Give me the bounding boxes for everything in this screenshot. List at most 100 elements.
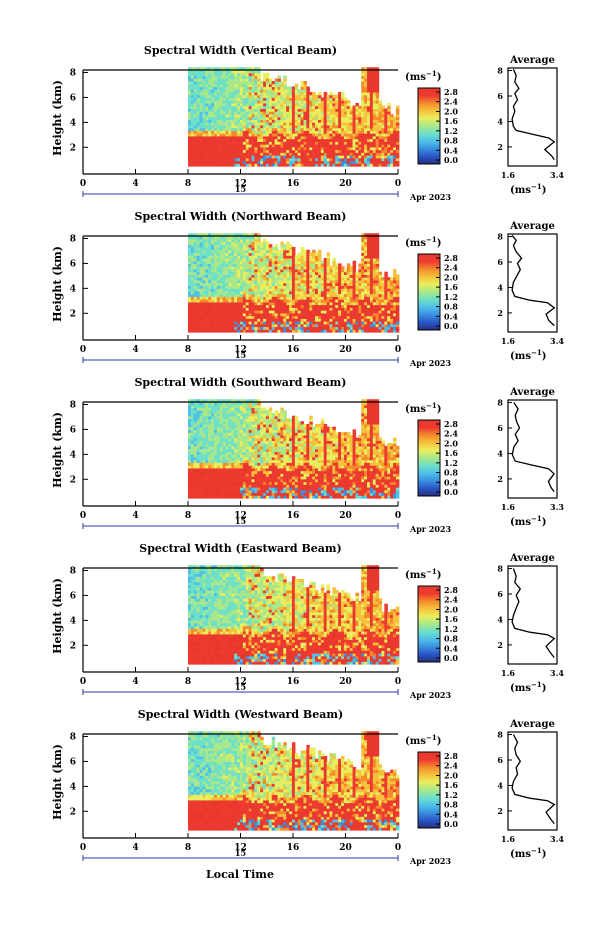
heatmap-cell [280, 94, 284, 99]
heatmap-cell [208, 268, 212, 273]
heatmap-cell [228, 288, 232, 292]
heatmap-cell [367, 149, 371, 153]
heatmap-cell [291, 304, 296, 308]
heatmap-cell [335, 299, 339, 303]
heatmap-cell [326, 152, 331, 156]
heatmap-cell [188, 133, 192, 137]
heatmap-cell [369, 119, 374, 123]
heatmap-cell [326, 108, 331, 112]
heatmap-cell [306, 257, 310, 262]
heatmap-cell [248, 138, 253, 142]
heatmap-cell [234, 315, 238, 319]
heatmap-cell [196, 285, 201, 289]
heatmap-cell [205, 459, 209, 463]
heatmap-cell [306, 102, 310, 107]
heatmap-cell [231, 271, 235, 275]
heatmap-cell [211, 80, 215, 85]
heatmap-cell [283, 315, 287, 319]
heatmap-cell [297, 130, 302, 134]
heatmap-cell [375, 72, 380, 77]
heatmap-cell [251, 89, 256, 93]
heatmap-cell [193, 451, 198, 455]
heatmap-cell [205, 155, 209, 159]
heatmap-cell [208, 122, 212, 126]
heatmap-cell [361, 113, 365, 118]
heatmap-cell [393, 138, 397, 142]
heatmap-cell [381, 146, 385, 151]
heatmap-cell [202, 407, 206, 411]
heatmap-cell [283, 108, 287, 112]
heatmap-cell [260, 290, 264, 295]
heatmap-cell [228, 78, 232, 82]
heatmap-cell [303, 91, 307, 96]
heatmap-cell [248, 279, 253, 284]
heatmap-cell [320, 113, 325, 118]
heatmap-cell [387, 285, 391, 289]
heatmap-cell [268, 246, 273, 251]
heatmap-cell [260, 119, 264, 123]
heatmap-cell [193, 315, 198, 319]
heatmap-cell [234, 268, 238, 273]
heatmap-cell [332, 138, 336, 142]
heatmap-cell [367, 94, 371, 99]
heatmap-cell [237, 78, 241, 82]
heatmap-cell [211, 100, 215, 104]
heatmap-cell [277, 274, 281, 278]
heatmap-cell [364, 271, 368, 275]
heatmap-cell [196, 478, 201, 483]
heatmap-cell [335, 122, 339, 126]
heatmap-cell [312, 113, 316, 118]
colorbar-tick-label: 2.0 [444, 106, 458, 116]
heatmap-cell [208, 113, 212, 118]
heatmap-cell [257, 119, 261, 123]
heatmap-cell [248, 301, 253, 306]
heatmap-cell [211, 459, 215, 463]
heatmap-cell [202, 456, 206, 461]
heatmap-cell [271, 94, 276, 99]
heatmap-cell [300, 301, 305, 306]
heatmap-cell [193, 152, 198, 156]
heatmap-cell [369, 133, 374, 137]
heatmap-cell [257, 113, 261, 118]
heatmap-cell [335, 94, 339, 99]
heatmap-cell [395, 116, 400, 120]
heatmap-cell [364, 238, 368, 243]
heatmap-cell [245, 318, 250, 322]
heatmap-cell [355, 329, 359, 333]
heatmap-cell [219, 83, 224, 88]
heatmap-cell [228, 155, 232, 159]
heatmap-cell [202, 157, 206, 162]
heatmap-cell [199, 130, 204, 134]
heatmap-cell [358, 299, 362, 303]
heatmap-cell [208, 266, 212, 270]
heatmap-cell [260, 299, 264, 303]
heatmap-cell [205, 293, 209, 297]
heatmap-cell [312, 326, 316, 330]
heatmap-cell [265, 100, 270, 104]
heatmap-cell [196, 432, 201, 436]
heatmap-cell [265, 108, 270, 112]
heatmap-cell [257, 312, 261, 317]
heatmap-cell [188, 113, 192, 118]
heatmap-cell [367, 102, 371, 107]
heatmap-cell [323, 127, 328, 131]
heatmap-cell [326, 160, 331, 164]
heatmap-cell [289, 119, 293, 123]
heatmap-cell [283, 83, 287, 88]
heatmap-cell [257, 67, 261, 71]
heatmap-cell [317, 274, 322, 278]
heatmap-cell [199, 249, 204, 254]
heatmap-cell [239, 155, 244, 159]
heatmap-cell [341, 326, 345, 330]
heatmap-cell [312, 111, 316, 115]
heatmap-cell [329, 149, 333, 153]
heatmap-cell [274, 307, 279, 311]
heatmap-cell [329, 266, 333, 270]
heatmap-cell [332, 100, 336, 104]
heatmap-cell [228, 299, 232, 303]
heatmap-cell [257, 301, 261, 306]
heatmap-cell [395, 329, 400, 333]
heatmap-cell [216, 299, 221, 303]
heatmap-cell [263, 83, 267, 88]
heatmap-cell [369, 299, 374, 303]
